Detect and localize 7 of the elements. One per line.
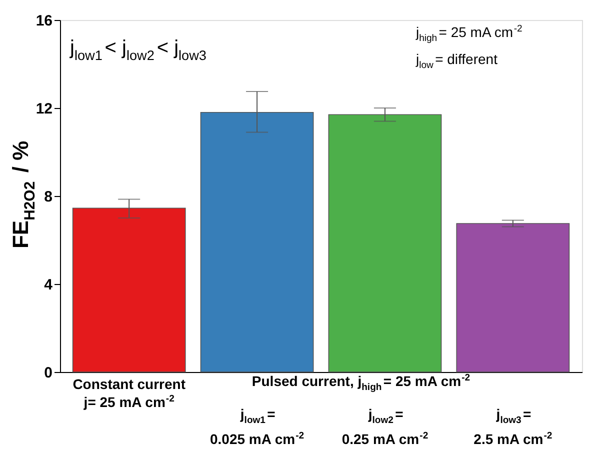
y-axis-title: FEH2O2 / % [8, 140, 39, 249]
y-tick-label: 0 [44, 364, 52, 382]
y-tick-label: 16 [36, 12, 52, 30]
y-tick-label: 8 [44, 188, 52, 206]
bar [456, 223, 570, 372]
y-tick-label: 12 [36, 100, 52, 118]
y-tick-label: 4 [44, 276, 54, 294]
